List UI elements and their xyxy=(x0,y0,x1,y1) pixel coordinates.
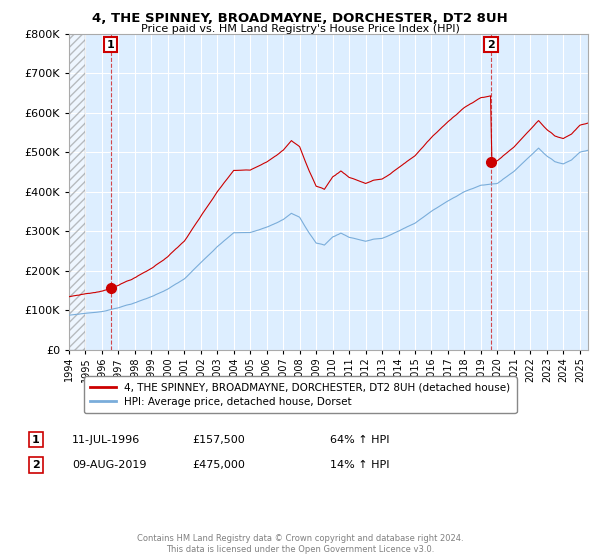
Text: Contains HM Land Registry data © Crown copyright and database right 2024.
This d: Contains HM Land Registry data © Crown c… xyxy=(137,534,463,554)
Text: £157,500: £157,500 xyxy=(192,435,245,445)
Text: 4, THE SPINNEY, BROADMAYNE, DORCHESTER, DT2 8UH: 4, THE SPINNEY, BROADMAYNE, DORCHESTER, … xyxy=(92,12,508,25)
Legend: 4, THE SPINNEY, BROADMAYNE, DORCHESTER, DT2 8UH (detached house), HPI: Average p: 4, THE SPINNEY, BROADMAYNE, DORCHESTER, … xyxy=(83,376,517,413)
Text: 2: 2 xyxy=(487,40,495,50)
Text: 09-AUG-2019: 09-AUG-2019 xyxy=(72,460,146,470)
Text: 1: 1 xyxy=(107,40,115,50)
Text: Price paid vs. HM Land Registry's House Price Index (HPI): Price paid vs. HM Land Registry's House … xyxy=(140,24,460,34)
Bar xyxy=(69,34,85,350)
Text: £475,000: £475,000 xyxy=(192,460,245,470)
Text: 64% ↑ HPI: 64% ↑ HPI xyxy=(330,435,389,445)
Text: 14% ↑ HPI: 14% ↑ HPI xyxy=(330,460,389,470)
Text: 2: 2 xyxy=(32,460,40,470)
Text: 11-JUL-1996: 11-JUL-1996 xyxy=(72,435,140,445)
Text: 1: 1 xyxy=(32,435,40,445)
